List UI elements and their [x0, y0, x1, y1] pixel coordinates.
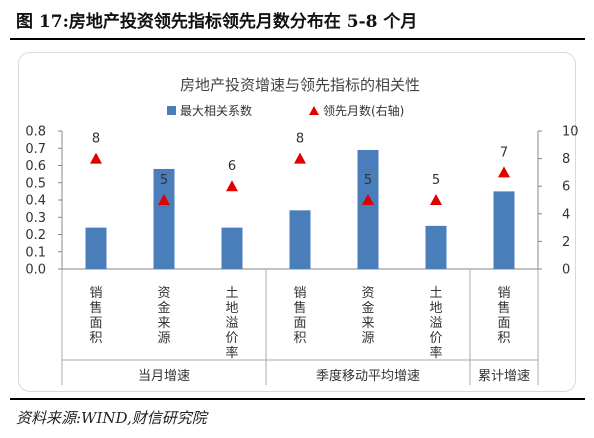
x-tick-label: 销售面积 — [89, 286, 102, 346]
y-right-tick-label: 10 — [562, 125, 579, 140]
legend-marker-label: 领先月数(右轴) — [323, 103, 404, 118]
y-left-tick-label: 0.0 — [25, 263, 46, 278]
x-tick-label: 土地溢价率 — [225, 286, 238, 361]
bar — [221, 227, 243, 269]
marker-data-label: 5 — [432, 173, 440, 188]
marker-point — [362, 194, 374, 205]
bar — [85, 227, 107, 269]
y-right-tick-label: 6 — [562, 180, 570, 195]
y-right-tick-label: 4 — [562, 207, 570, 222]
marker-data-label: 5 — [160, 173, 168, 188]
y-left-tick-label: 0.7 — [25, 142, 46, 157]
x-tick-label: 土地溢价率 — [429, 286, 442, 361]
x-tick-label: 销售面积 — [293, 286, 306, 346]
bar — [493, 191, 515, 269]
legend-bar-label: 最大相关系数 — [180, 103, 252, 118]
y-left-tick-label: 0.1 — [25, 245, 46, 260]
legend-bar-swatch — [167, 106, 176, 115]
y-left-tick-label: 0.3 — [25, 211, 46, 226]
group-label: 当月增速 — [138, 369, 190, 384]
y-left-tick-label: 0.4 — [25, 194, 46, 209]
marker-point — [294, 152, 306, 164]
y-right-tick-label: 8 — [562, 152, 570, 167]
bar — [357, 149, 379, 269]
source-note: 资料来源:WIND,财信研究院 — [16, 409, 207, 427]
marker-point — [226, 180, 238, 192]
y-left-tick-label: 0.5 — [25, 176, 46, 191]
bar — [425, 225, 447, 269]
marker-data-label: 5 — [364, 173, 372, 188]
x-tick-label: 资金来源 — [361, 286, 374, 346]
y-left-tick-label: 0.6 — [25, 159, 46, 174]
marker-point — [90, 152, 102, 164]
y-right-tick-label: 2 — [562, 235, 570, 250]
marker-data-label: 6 — [228, 159, 236, 174]
chart-title: 房地产投资增速与领先指标的相关性 — [180, 76, 420, 94]
bar — [289, 210, 311, 269]
group-label: 季度移动平均增速 — [316, 368, 420, 384]
bar — [153, 168, 175, 269]
bottom-rule — [10, 398, 585, 400]
legend-marker-swatch — [309, 106, 319, 115]
top-rule — [10, 38, 585, 40]
marker-point — [498, 166, 510, 178]
x-tick-label: 销售面积 — [497, 286, 510, 346]
group-label: 累计增速 — [478, 369, 530, 384]
y-right-tick-label: 0 — [562, 263, 570, 278]
marker-point — [430, 194, 442, 205]
x-tick-label: 资金来源 — [157, 286, 170, 346]
y-left-tick-label: 0.8 — [25, 125, 46, 140]
figure-title: 图 17:房地产投资领先指标领先月数分布在 5-8 个月 — [16, 12, 418, 32]
y-left-tick-label: 0.2 — [25, 228, 46, 243]
marker-data-label: 8 — [92, 132, 100, 147]
marker-data-label: 7 — [500, 145, 508, 160]
marker-data-label: 8 — [296, 132, 304, 147]
marker-point — [158, 194, 170, 205]
